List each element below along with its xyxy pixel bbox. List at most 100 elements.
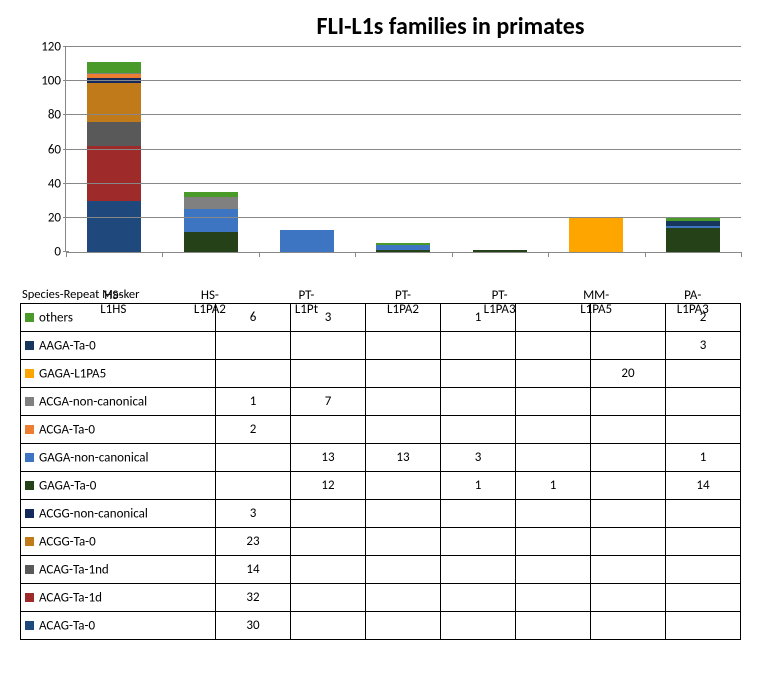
table-cell: 3 xyxy=(441,444,516,472)
table-cell xyxy=(666,556,741,584)
table-cell xyxy=(291,528,366,556)
series-label-cell: ACAG-Ta-0 xyxy=(21,612,216,640)
series-label-cell: ACAG-Ta-1d xyxy=(21,584,216,612)
table-cell xyxy=(441,416,516,444)
table-row: ACGA-non-canonical17 xyxy=(21,388,741,416)
bar-segment xyxy=(184,232,238,253)
table-cell xyxy=(366,612,441,640)
series-label-cell: ACGA-Ta-0 xyxy=(21,416,216,444)
series-label-text: ACGG-non-canonical xyxy=(39,506,148,521)
stacked-bar xyxy=(87,62,141,252)
bar-slot xyxy=(162,47,258,252)
bar-segment xyxy=(184,197,238,209)
table-cell xyxy=(441,612,516,640)
table-cell xyxy=(441,500,516,528)
table-cell xyxy=(366,472,441,500)
bar-segment xyxy=(376,250,430,252)
table-row: GAGA-Ta-0121114 xyxy=(21,472,741,500)
series-label-text: ACAG-Ta-1nd xyxy=(39,562,109,577)
table-cell xyxy=(441,584,516,612)
table-cell xyxy=(516,388,591,416)
table-cell xyxy=(516,360,591,388)
table-cell xyxy=(366,556,441,584)
table-cell xyxy=(291,500,366,528)
y-tick-label: 60 xyxy=(48,142,61,157)
legend-swatch xyxy=(25,341,34,350)
table-cell xyxy=(516,584,591,612)
table-cell xyxy=(366,584,441,612)
table-cell xyxy=(666,416,741,444)
bar-segment xyxy=(473,250,527,252)
legend-swatch xyxy=(25,565,34,574)
table-cell: 20 xyxy=(591,360,666,388)
table-cell xyxy=(516,612,591,640)
legend-swatch xyxy=(25,509,34,518)
table-row: AAGA-Ta-03 xyxy=(21,332,741,360)
table-cell: 13 xyxy=(291,444,366,472)
series-label-cell: GAGA-non-canonical xyxy=(21,444,216,472)
series-label-cell: GAGA-Ta-0 xyxy=(21,472,216,500)
table-row: ACAG-Ta-0 30 xyxy=(21,612,741,640)
table-cell: 2 xyxy=(216,416,291,444)
table-cell xyxy=(666,388,741,416)
bar-slot xyxy=(66,47,162,252)
table-cell xyxy=(216,360,291,388)
table-cell xyxy=(366,528,441,556)
stacked-bar xyxy=(473,250,527,252)
table-cell xyxy=(591,584,666,612)
stacked-bar xyxy=(569,218,623,252)
stacked-bar xyxy=(666,218,720,252)
legend-swatch xyxy=(25,397,34,406)
table-cell xyxy=(666,612,741,640)
table-cell xyxy=(366,500,441,528)
table-cell: 7 xyxy=(291,388,366,416)
series-label-text: ACGA-Ta-0 xyxy=(39,422,95,437)
table-cell xyxy=(666,584,741,612)
table-row: ACAG-Ta-1nd 14 xyxy=(21,556,741,584)
table-cell xyxy=(591,444,666,472)
table-cell: 3 xyxy=(216,500,291,528)
bar-segment xyxy=(87,201,141,252)
table-cell: 32 xyxy=(216,584,291,612)
table-cell: 1 xyxy=(666,444,741,472)
bar-slot xyxy=(452,47,548,252)
table-cell xyxy=(441,360,516,388)
series-label-cell: ACAG-Ta-1nd xyxy=(21,556,216,584)
table-cell xyxy=(291,360,366,388)
table-row: GAGA-non-canonical131331 xyxy=(21,444,741,472)
table-cell: 3 xyxy=(666,332,741,360)
table-cell xyxy=(291,332,366,360)
legend-swatch xyxy=(25,313,34,322)
table-cell xyxy=(516,416,591,444)
bar-slot xyxy=(259,47,355,252)
series-label-text: ACAG-Ta-0 xyxy=(39,618,95,633)
table-cell xyxy=(441,528,516,556)
y-tick-label: 20 xyxy=(48,210,61,225)
bar-segment xyxy=(87,62,141,72)
table-cell xyxy=(591,416,666,444)
series-label-text: ACGA-non-canonical xyxy=(39,394,147,409)
table-cell: 30 xyxy=(216,612,291,640)
table-cell xyxy=(591,612,666,640)
table-cell xyxy=(591,332,666,360)
table-cell xyxy=(216,444,291,472)
legend-swatch xyxy=(25,425,34,434)
series-label-text: GAGA-L1PA5 xyxy=(39,366,106,381)
table-cell xyxy=(516,500,591,528)
table-cell xyxy=(591,472,666,500)
table-cell: 14 xyxy=(216,556,291,584)
legend-swatch xyxy=(25,453,34,462)
table-cell xyxy=(516,528,591,556)
legend-swatch xyxy=(25,537,34,546)
series-label-text: ACAG-Ta-1d xyxy=(39,590,102,605)
series-label-cell: ACGG-Ta-0 xyxy=(21,528,216,556)
bar-segment xyxy=(569,218,623,252)
legend-swatch xyxy=(25,481,34,490)
x-category-label: PA-L1PA3 xyxy=(644,289,741,325)
table-cell: 13 xyxy=(366,444,441,472)
bar-segment xyxy=(87,146,141,201)
table-cell xyxy=(216,332,291,360)
table-cell xyxy=(591,556,666,584)
table-cell: 12 xyxy=(291,472,366,500)
x-category-label: PT-L1PA3 xyxy=(451,289,548,325)
